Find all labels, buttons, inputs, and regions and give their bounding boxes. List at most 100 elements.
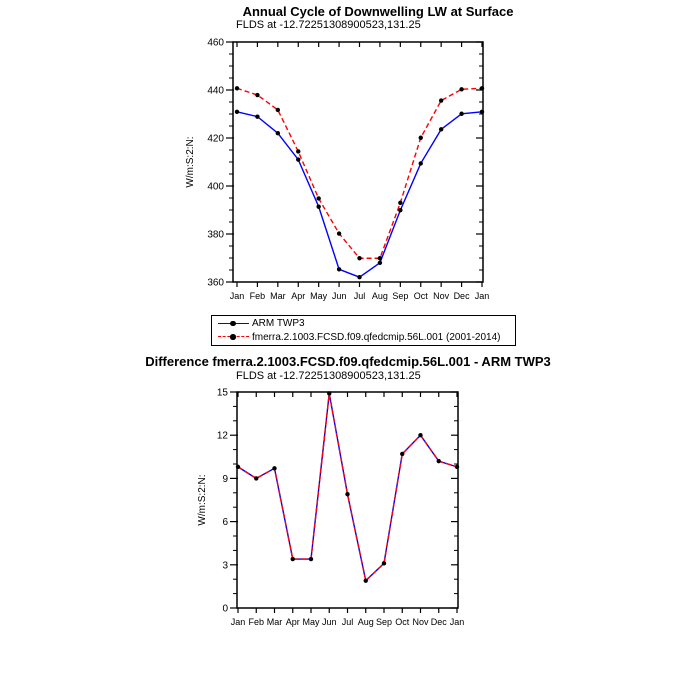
data-point-marker (308, 556, 314, 562)
y-tick-label: 9 (222, 474, 228, 485)
x-tick-label: Oct (395, 617, 410, 627)
data-point-marker (296, 157, 301, 162)
data-point-marker (438, 98, 444, 103)
y-tick-label: 360 (207, 278, 224, 289)
data-point-marker (345, 492, 350, 497)
y-tick-label: 400 (207, 182, 224, 193)
x-tick-label: Jun (322, 617, 337, 627)
legend-line-sample-solid (218, 320, 249, 328)
data-point-marker (290, 556, 295, 562)
y-tick-label: 0 (222, 604, 228, 615)
data-point-marker (400, 451, 405, 457)
series-line-0 (236, 111, 483, 278)
x-tick-label: Jul (354, 291, 366, 301)
x-tick-label: Dec (454, 291, 471, 301)
legend-label-model: fmerra.2.1003.FCSD.f09.qfedcmip.56L.001 … (252, 331, 501, 343)
data-point-marker (436, 458, 441, 464)
y-tick-label: 12 (217, 431, 229, 442)
data-point-marker (398, 200, 403, 205)
x-tick-label: Nov (412, 617, 429, 627)
data-point-marker (327, 391, 332, 396)
data-point-marker (363, 578, 368, 583)
y-tick-label: 6 (222, 517, 228, 528)
y-tick-label: 380 (207, 230, 224, 241)
data-point-marker (459, 87, 464, 92)
chart2-title: Difference fmerra.2.1003.FCSD.f09.qfedcm… (145, 354, 551, 369)
x-tick-label: May (310, 291, 328, 301)
data-point-marker (254, 476, 259, 481)
x-tick-label: Sep (376, 617, 392, 627)
data-point-marker (234, 86, 240, 91)
x-tick-label: Jul (342, 617, 354, 627)
data-point-marker (454, 464, 460, 470)
data-point-marker (377, 256, 383, 261)
legend-label-arm-twp3: ARM TWP3 (252, 318, 305, 330)
x-tick-label: Jan (475, 291, 490, 301)
data-point-marker (234, 109, 240, 115)
x-tick-label: Mar (270, 291, 286, 301)
x-tick-label: Apr (291, 291, 305, 301)
data-point-marker (418, 161, 423, 166)
legend-item-model: fmerra.2.1003.FCSD.f09.qfedcmip.56L.001 … (218, 331, 513, 345)
data-point-marker (316, 204, 321, 209)
data-point-marker (336, 267, 342, 272)
data-point-marker (275, 107, 281, 113)
data-point-marker (398, 208, 403, 213)
x-tick-label: Dec (431, 617, 448, 627)
data-point-marker (235, 464, 241, 470)
legend: ARM TWP3 fmerra.2.1003.FCSD.f09.qfedcmip… (211, 315, 516, 346)
y-tick-label: 15 (217, 388, 229, 399)
y-tick-label: 440 (207, 86, 224, 97)
legend-marker-dot-icon (230, 320, 236, 327)
data-point-marker (357, 275, 362, 280)
chart1-plot-area: 360 380 400 420 440 460 Jan Feb Mar Apr May Jun Jul A… (185, 38, 489, 302)
x-tick-label: Feb (248, 617, 264, 627)
chart2-subtitle: FLDS at -12.72251308900523,131.25 (236, 370, 421, 382)
legend-item-arm-twp3: ARM TWP3 (218, 317, 513, 331)
x-tick-label: May (302, 617, 320, 627)
x-tick-label: Apr (286, 617, 300, 627)
data-point-marker (275, 131, 281, 136)
plot-frame (232, 41, 484, 283)
y-axis-label: W/m:S:2:N: (197, 474, 208, 525)
x-tick-label: Aug (358, 617, 374, 627)
series-line-1 (236, 87, 483, 259)
data-point-marker (479, 86, 485, 91)
x-tick-label: Jan (450, 617, 465, 627)
x-tick-label: Jun (332, 291, 347, 301)
x-tick-label: Jan (231, 617, 246, 627)
series-line-1 (237, 393, 458, 583)
data-point-marker (418, 433, 423, 438)
y-tick-label: 3 (222, 560, 228, 571)
x-tick-label: Oct (414, 291, 429, 301)
chart1-title: Annual Cycle of Downwelling LW at Surfac… (242, 4, 514, 19)
y-tick-label: 420 (207, 134, 224, 145)
x-tick-label: Sep (392, 291, 408, 301)
data-point-marker (377, 260, 383, 265)
data-point-marker (296, 149, 301, 154)
data-point-marker (316, 196, 321, 201)
y-axis-label: W/m:S:2:N: (185, 136, 196, 187)
y-tick-label: 460 (207, 38, 224, 49)
x-tick-label: Aug (372, 291, 388, 301)
legend-marker-dot-icon (230, 334, 236, 340)
data-point-marker (255, 114, 260, 119)
data-point-marker (438, 127, 444, 132)
series-line-0 (237, 393, 458, 583)
data-point-marker (459, 111, 464, 116)
legend-line-sample-dashed (218, 333, 249, 341)
data-point-marker (272, 466, 277, 471)
data-point-marker (336, 231, 342, 236)
data-point-marker (255, 92, 260, 98)
plot-frame (236, 391, 459, 609)
data-point-marker (381, 561, 387, 566)
x-tick-label: Feb (250, 291, 266, 301)
x-tick-label: Mar (267, 617, 283, 627)
data-point-marker (479, 109, 485, 115)
data-point-marker (357, 256, 362, 261)
x-tick-label: Jan (230, 291, 245, 301)
x-tick-label: Nov (433, 291, 450, 301)
